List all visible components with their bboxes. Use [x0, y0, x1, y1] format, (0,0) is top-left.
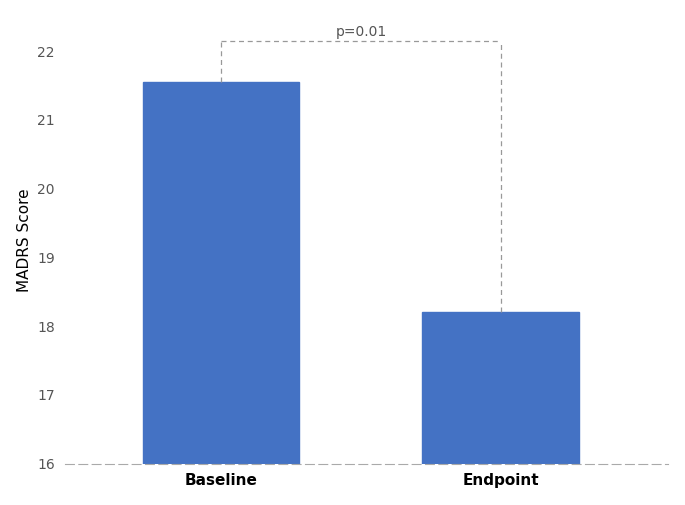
Bar [423, 312, 579, 464]
Y-axis label: MADRS Score: MADRS Score [16, 188, 32, 292]
Text: p=0.01: p=0.01 [335, 25, 386, 39]
Bar [143, 82, 299, 464]
